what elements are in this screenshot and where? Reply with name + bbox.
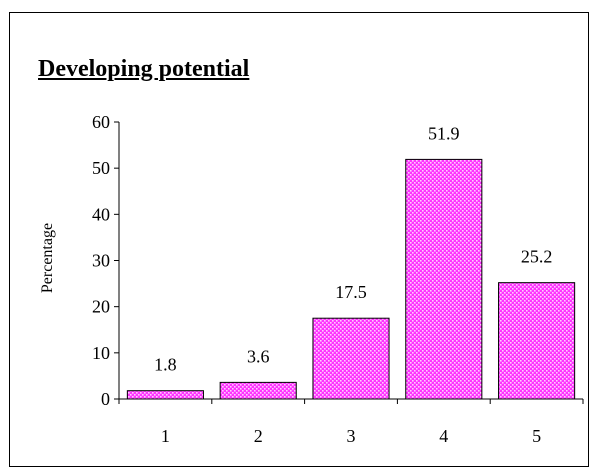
x-tick-label: 3 bbox=[347, 426, 356, 446]
data-label-4: 51.9 bbox=[428, 123, 460, 143]
bar-3 bbox=[312, 317, 390, 400]
x-tick-label: 2 bbox=[254, 426, 263, 446]
x-tick-label: 5 bbox=[532, 426, 541, 446]
y-tick-label: 20 bbox=[92, 297, 110, 317]
bar-2 bbox=[219, 381, 297, 400]
bar-5 bbox=[498, 282, 576, 400]
data-label-1: 1.8 bbox=[154, 355, 177, 375]
bar-4 bbox=[405, 158, 483, 400]
y-tick-label: 0 bbox=[101, 389, 110, 409]
bar-1 bbox=[126, 390, 204, 400]
data-label-2: 3.6 bbox=[247, 346, 270, 366]
y-tick-label: 30 bbox=[92, 251, 110, 271]
data-label-3: 17.5 bbox=[335, 282, 367, 302]
y-tick-label: 50 bbox=[92, 158, 110, 178]
x-tick-label: 1 bbox=[161, 426, 170, 446]
chart-title: Developing potential bbox=[38, 56, 250, 82]
chart-frame bbox=[9, 12, 589, 467]
y-tick-label: 10 bbox=[92, 343, 110, 363]
y-tick-label: 40 bbox=[92, 204, 110, 224]
x-tick-label: 4 bbox=[439, 426, 448, 446]
data-label-5: 25.2 bbox=[521, 247, 553, 267]
y-tick-label: 60 bbox=[92, 112, 110, 132]
